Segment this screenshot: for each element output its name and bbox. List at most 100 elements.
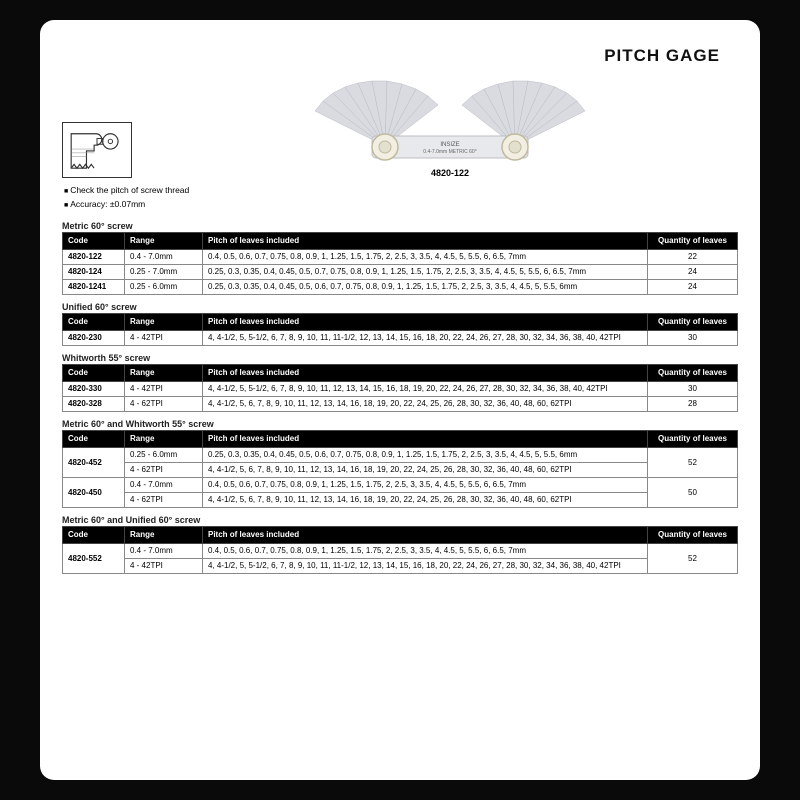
cell-range: 0.4 - 7.0mm xyxy=(125,250,203,265)
product-image: INSIZE 0.4-7.0mm METRIC 60° 4820-122 xyxy=(162,76,738,178)
table-row: 4820-4500.4 - 7.0mm0.4, 0.5, 0.6, 0.7, 0… xyxy=(63,478,738,493)
column-header: Pitch of leaves included xyxy=(203,233,648,250)
column-header: Code xyxy=(63,314,125,331)
thread-diagram-icon xyxy=(68,128,126,172)
spec-table: CodeRangePitch of leaves includedQuantit… xyxy=(62,313,738,346)
cell-range: 4 - 62TPI xyxy=(125,463,203,478)
spec-table: CodeRangePitch of leaves includedQuantit… xyxy=(62,364,738,412)
column-header: Pitch of leaves included xyxy=(203,314,648,331)
column-header: Range xyxy=(125,527,203,544)
feature-bullets: Check the pitch of screw thread Accuracy… xyxy=(64,184,738,211)
cell-range: 0.25 - 6.0mm xyxy=(125,280,203,295)
cell-code: 4820-452 xyxy=(63,448,125,478)
cell-pitch: 4, 4-1/2, 5, 5-1/2, 6, 7, 8, 9, 10, 11, … xyxy=(203,331,648,346)
cell-qty: 24 xyxy=(648,265,738,280)
column-header: Quantity of leaves xyxy=(648,233,738,250)
column-header: Code xyxy=(63,365,125,382)
cell-range: 4 - 42TPI xyxy=(125,559,203,574)
cell-qty: 30 xyxy=(648,331,738,346)
table-section: Metric 60° and Unified 60° screwCodeRang… xyxy=(62,515,738,574)
table-row: 4820-3304 - 42TPI4, 4-1/2, 5, 5-1/2, 6, … xyxy=(63,382,738,397)
cell-qty: 24 xyxy=(648,280,738,295)
spec-table: CodeRangePitch of leaves includedQuantit… xyxy=(62,232,738,295)
spec-table: CodeRangePitch of leaves includedQuantit… xyxy=(62,430,738,508)
section-title: Metric 60° screw xyxy=(62,221,738,231)
section-title: Unified 60° screw xyxy=(62,302,738,312)
column-header: Quantity of leaves xyxy=(648,365,738,382)
cell-pitch: 4, 4-1/2, 5, 5-1/2, 6, 7, 8, 9, 10, 11, … xyxy=(203,382,648,397)
column-header: Pitch of leaves included xyxy=(203,431,648,448)
cell-pitch: 0.25, 0.3, 0.35, 0.4, 0.45, 0.5, 0.6, 0.… xyxy=(203,448,648,463)
table-section: Metric 60° and Whitworth 55° screwCodeRa… xyxy=(62,419,738,508)
cell-range: 4 - 62TPI xyxy=(125,397,203,412)
svg-text:INSIZE: INSIZE xyxy=(440,142,459,148)
cell-pitch: 4, 4-1/2, 5, 6, 7, 8, 9, 10, 11, 12, 13,… xyxy=(203,493,648,508)
table-row: 4820-1240.25 - 7.0mm0.25, 0.3, 0.35, 0.4… xyxy=(63,265,738,280)
diagram-box xyxy=(62,122,132,178)
column-header: Quantity of leaves xyxy=(648,527,738,544)
section-title: Metric 60° and Unified 60° screw xyxy=(62,515,738,525)
table-row: 4 - 62TPI4, 4-1/2, 5, 6, 7, 8, 9, 10, 11… xyxy=(63,463,738,478)
tables-container: Metric 60° screwCodeRangePitch of leaves… xyxy=(62,221,738,574)
cell-code: 4820-552 xyxy=(63,544,125,574)
cell-range: 4 - 62TPI xyxy=(125,493,203,508)
cell-range: 0.25 - 6.0mm xyxy=(125,448,203,463)
cell-qty: 52 xyxy=(648,544,738,574)
spec-table: CodeRangePitch of leaves includedQuantit… xyxy=(62,526,738,574)
table-row: 4 - 42TPI4, 4-1/2, 5, 5-1/2, 6, 7, 8, 9,… xyxy=(63,559,738,574)
product-code-label: 4820-122 xyxy=(431,168,469,178)
table-row: 4 - 62TPI4, 4-1/2, 5, 6, 7, 8, 9, 10, 11… xyxy=(63,493,738,508)
cell-qty: 30 xyxy=(648,382,738,397)
cell-code: 4820-328 xyxy=(63,397,125,412)
column-header: Code xyxy=(63,527,125,544)
column-header: Pitch of leaves included xyxy=(203,527,648,544)
cell-range: 0.4 - 7.0mm xyxy=(125,478,203,493)
table-section: Metric 60° screwCodeRangePitch of leaves… xyxy=(62,221,738,295)
table-section: Whitworth 55° screwCodeRangePitch of lea… xyxy=(62,353,738,412)
table-row: 4820-12410.25 - 6.0mm0.25, 0.3, 0.35, 0.… xyxy=(63,280,738,295)
cell-pitch: 0.25, 0.3, 0.35, 0.4, 0.45, 0.5, 0.6, 0.… xyxy=(203,280,648,295)
column-header: Range xyxy=(125,314,203,331)
cell-pitch: 4, 4-1/2, 5, 6, 7, 8, 9, 10, 11, 12, 13,… xyxy=(203,463,648,478)
column-header: Code xyxy=(63,233,125,250)
table-row: 4820-5520.4 - 7.0mm0.4, 0.5, 0.6, 0.7, 0… xyxy=(63,544,738,559)
cell-code: 4820-450 xyxy=(63,478,125,508)
cell-code: 4820-330 xyxy=(63,382,125,397)
table-row: 4820-3284 - 62TPI4, 4-1/2, 5, 6, 7, 8, 9… xyxy=(63,397,738,412)
column-header: Range xyxy=(125,233,203,250)
table-row: 4820-2304 - 42TPI4, 4-1/2, 5, 5-1/2, 6, … xyxy=(63,331,738,346)
hero-row: INSIZE 0.4-7.0mm METRIC 60° 4820-122 xyxy=(62,76,738,178)
column-header: Quantity of leaves xyxy=(648,431,738,448)
cell-pitch: 4, 4-1/2, 5, 6, 7, 8, 9, 10, 11, 12, 13,… xyxy=(203,397,648,412)
column-header: Quantity of leaves xyxy=(648,314,738,331)
column-header: Range xyxy=(125,365,203,382)
table-section: Unified 60° screwCodeRangePitch of leave… xyxy=(62,302,738,346)
cell-code: 4820-1241 xyxy=(63,280,125,295)
cell-qty: 28 xyxy=(648,397,738,412)
table-row: 4820-1220.4 - 7.0mm0.4, 0.5, 0.6, 0.7, 0… xyxy=(63,250,738,265)
cell-range: 0.4 - 7.0mm xyxy=(125,544,203,559)
column-header: Range xyxy=(125,431,203,448)
cell-code: 4820-230 xyxy=(63,331,125,346)
cell-range: 4 - 42TPI xyxy=(125,382,203,397)
cell-pitch: 0.4, 0.5, 0.6, 0.7, 0.75, 0.8, 0.9, 1, 1… xyxy=(203,544,648,559)
page-title: PITCH GAGE xyxy=(604,46,720,66)
bullet-item: Check the pitch of screw thread xyxy=(64,184,738,198)
cell-range: 4 - 42TPI xyxy=(125,331,203,346)
cell-range: 0.25 - 7.0mm xyxy=(125,265,203,280)
catalog-page: PITCH GAGE xyxy=(40,20,760,780)
section-title: Metric 60° and Whitworth 55° screw xyxy=(62,419,738,429)
table-row: 4820-4520.25 - 6.0mm0.25, 0.3, 0.35, 0.4… xyxy=(63,448,738,463)
cell-qty: 52 xyxy=(648,448,738,478)
cell-qty: 22 xyxy=(648,250,738,265)
cell-code: 4820-122 xyxy=(63,250,125,265)
cell-code: 4820-124 xyxy=(63,265,125,280)
cell-pitch: 0.4, 0.5, 0.6, 0.7, 0.75, 0.8, 0.9, 1, 1… xyxy=(203,478,648,493)
cell-pitch: 0.4, 0.5, 0.6, 0.7, 0.75, 0.8, 0.9, 1, 1… xyxy=(203,250,648,265)
svg-text:0.4-7.0mm METRIC 60°: 0.4-7.0mm METRIC 60° xyxy=(423,149,476,155)
column-header: Code xyxy=(63,431,125,448)
cell-pitch: 0.25, 0.3, 0.35, 0.4, 0.45, 0.5, 0.7, 0.… xyxy=(203,265,648,280)
cell-qty: 50 xyxy=(648,478,738,508)
section-title: Whitworth 55° screw xyxy=(62,353,738,363)
column-header: Pitch of leaves included xyxy=(203,365,648,382)
